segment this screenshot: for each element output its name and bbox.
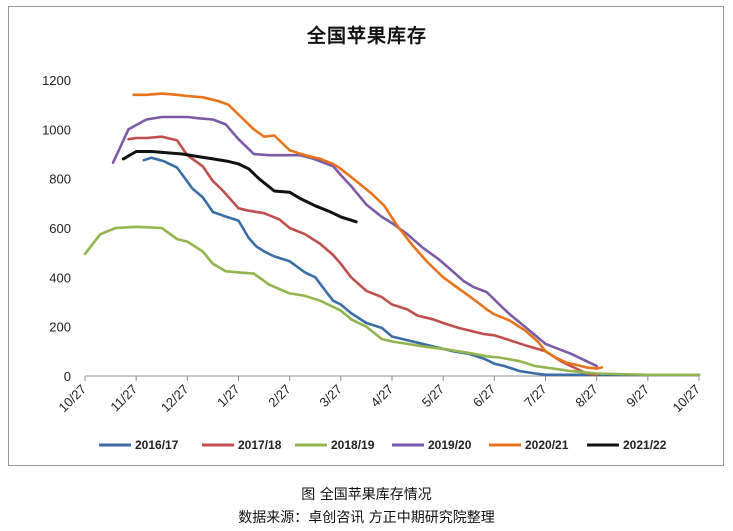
y-tick-label: 1000 <box>42 122 71 137</box>
x-tick-label: 11/27 <box>107 382 140 415</box>
series-line-2019-20 <box>111 115 599 368</box>
x-tick-label: 9/27 <box>623 382 652 411</box>
x-tick-label: 8/27 <box>572 382 601 411</box>
y-tick-label: 800 <box>49 172 71 187</box>
series-line-2017-18 <box>127 135 599 377</box>
x-tick-label: 2/27 <box>265 382 294 411</box>
y-tick-label: 400 <box>49 270 71 285</box>
series-line-2020-21 <box>132 92 604 370</box>
chart-frame: 全国苹果库存 0 200 400 600 800 1000 1200 10/27 11/27 12… <box>8 6 724 466</box>
x-tick-label: 10/27 <box>670 382 704 416</box>
x-tick-label: 7/27 <box>521 382 550 411</box>
figure-caption: 图 全国苹果库存情况 <box>301 487 432 503</box>
legend-label: 2020/21 <box>525 438 569 452</box>
y-tick-label: 0 <box>64 369 71 384</box>
series-line-2016-17 <box>142 156 701 377</box>
y-tick-label: 1200 <box>42 73 71 88</box>
y-tick-label: 600 <box>49 221 71 236</box>
chart-svg: 0 200 400 600 800 1000 1200 10/27 11/27 12/27 1/27… <box>42 73 703 452</box>
y-tick-label: 200 <box>49 320 71 335</box>
legend-label: 2021/22 <box>623 438 667 452</box>
legend-layer: 2016/17 2017/18 2018/19 2019/20 2020/21 2021/… <box>99 438 667 452</box>
x-tick-label: 6/27 <box>470 382 499 411</box>
x-tick-label: 5/27 <box>419 382 448 411</box>
legend-label: 2017/18 <box>238 438 282 452</box>
x-tick-label: 12/27 <box>158 382 192 416</box>
x-tick-label: 3/27 <box>316 382 345 411</box>
series-line-2018-19 <box>83 225 701 377</box>
axis-layer: 0 200 400 600 800 1000 1200 10/27 11/27 12/27 1/27… <box>42 73 703 415</box>
x-tick-label: 1/27 <box>214 382 243 411</box>
legend-label: 2018/19 <box>331 438 375 452</box>
data-source: 数据来源：卓创咨讯 方正中期研究院整理 <box>238 510 495 526</box>
x-tick-label: 10/27 <box>56 382 90 416</box>
series-layer <box>83 92 701 377</box>
x-tick-label: 4/27 <box>368 382 397 411</box>
series-line-2021-22 <box>121 150 358 224</box>
chart-title: 全国苹果库存 <box>306 25 427 47</box>
legend-label: 2016/17 <box>135 438 179 452</box>
legend-label: 2019/20 <box>428 438 472 452</box>
